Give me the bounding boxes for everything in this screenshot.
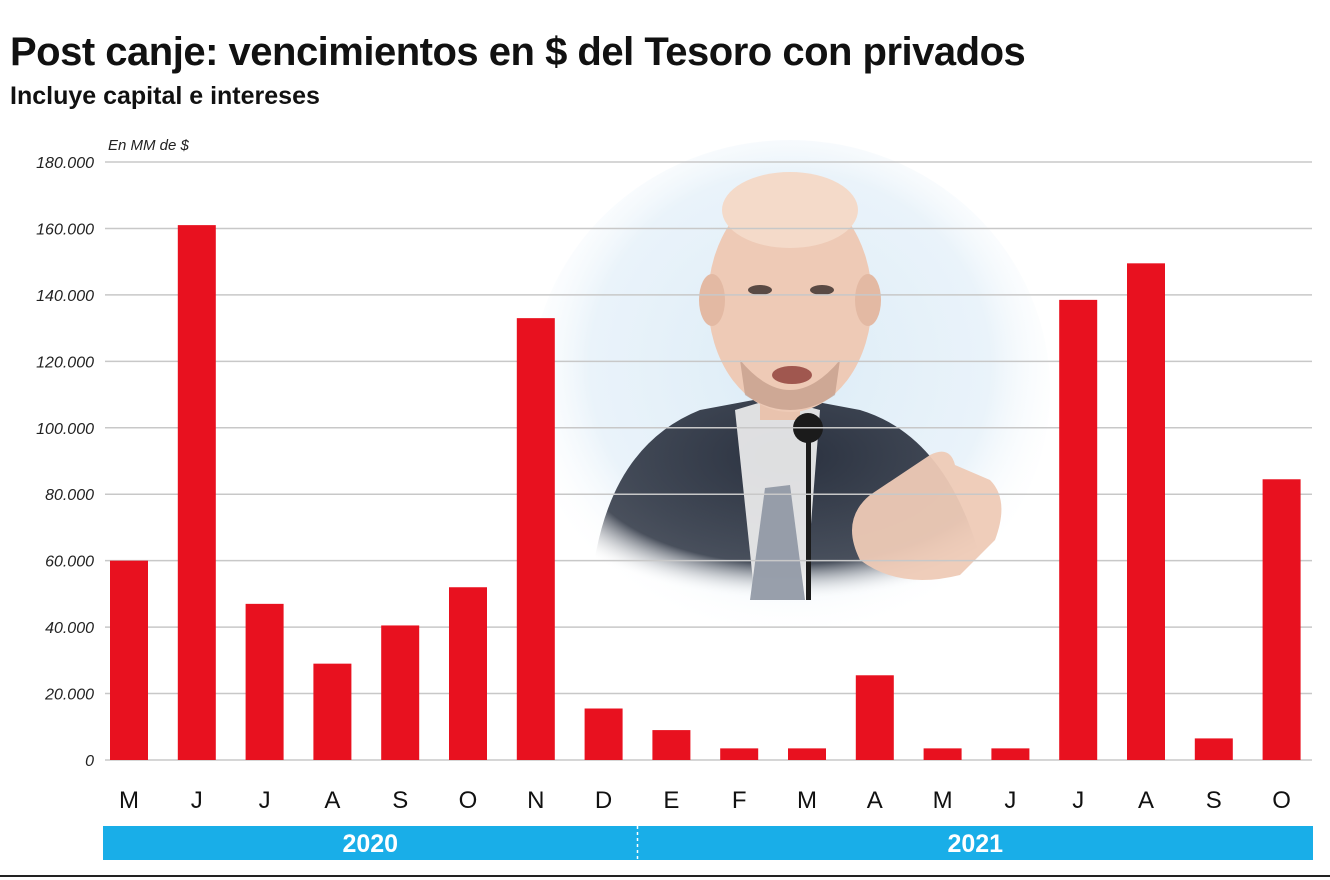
bar (177, 225, 216, 761)
x-tick-label: J (259, 787, 271, 814)
bar (449, 587, 487, 760)
x-tick-label: M (119, 787, 139, 814)
y-tick-label: 180.000 (36, 155, 94, 172)
x-tick-label: N (527, 787, 544, 814)
y-axis: 0 20.000 40.000 60.000 80.000 100.000 120.000 1… (36, 155, 94, 770)
y-tick-label: 160.000 (36, 221, 94, 238)
y-tick-label: 140.000 (36, 288, 94, 305)
y-tick-label: 80.000 (45, 487, 94, 504)
bar (991, 748, 1030, 760)
bar (516, 318, 555, 760)
x-tick-label: A (867, 787, 883, 814)
x-tick-label: A (1138, 787, 1154, 814)
year-label: 2021 (947, 830, 1003, 858)
x-tick-label: E (663, 787, 679, 814)
bar (1127, 263, 1165, 760)
bar (245, 603, 284, 760)
bar (1262, 479, 1301, 760)
y-tick-label: 100.000 (36, 421, 94, 438)
bar (788, 748, 826, 760)
x-tick-label: O (459, 787, 478, 814)
chart-gridlines (105, 161, 1312, 761)
y-tick-label: 120.000 (36, 354, 94, 371)
y-tick-label: 20.000 (44, 687, 94, 704)
y-tick-label: 40.000 (45, 620, 94, 637)
person-speaking-photo (530, 140, 1050, 640)
chart-subtitle: Incluye capital e intereses (10, 82, 320, 110)
x-tick-label: A (324, 787, 340, 814)
x-tick-label: J (1072, 787, 1084, 814)
x-tick-label: J (1004, 787, 1016, 814)
x-tick-label: M (797, 787, 817, 814)
x-tick-label: O (1272, 787, 1291, 814)
bars (110, 225, 1301, 761)
bar (1194, 738, 1233, 760)
bar (720, 748, 759, 760)
x-tick-label: J (191, 787, 203, 814)
year-band: 2020 2021 (103, 826, 1313, 860)
y-tick-label: 60.000 (45, 554, 94, 571)
bar (110, 560, 148, 760)
bar (855, 675, 894, 760)
y-tick-label: 0 (85, 753, 94, 770)
year-label: 2020 (342, 830, 398, 858)
x-tick-label: S (392, 787, 408, 814)
bar (584, 708, 623, 760)
x-tick-label: S (1206, 787, 1222, 814)
x-tick-label: M (933, 787, 953, 814)
bar (652, 730, 691, 760)
bar (923, 748, 962, 760)
y-axis-unit-label: En MM de $ (108, 137, 190, 154)
bar (313, 663, 352, 760)
chart-title: Post canje: vencimientos en $ del Tesoro… (10, 30, 1026, 74)
bar (1059, 299, 1098, 760)
year-band-segment (103, 826, 638, 860)
bar (381, 625, 420, 760)
x-tick-label: F (732, 787, 747, 814)
year-band-segment (637, 826, 1313, 860)
x-tick-label: D (595, 787, 612, 814)
